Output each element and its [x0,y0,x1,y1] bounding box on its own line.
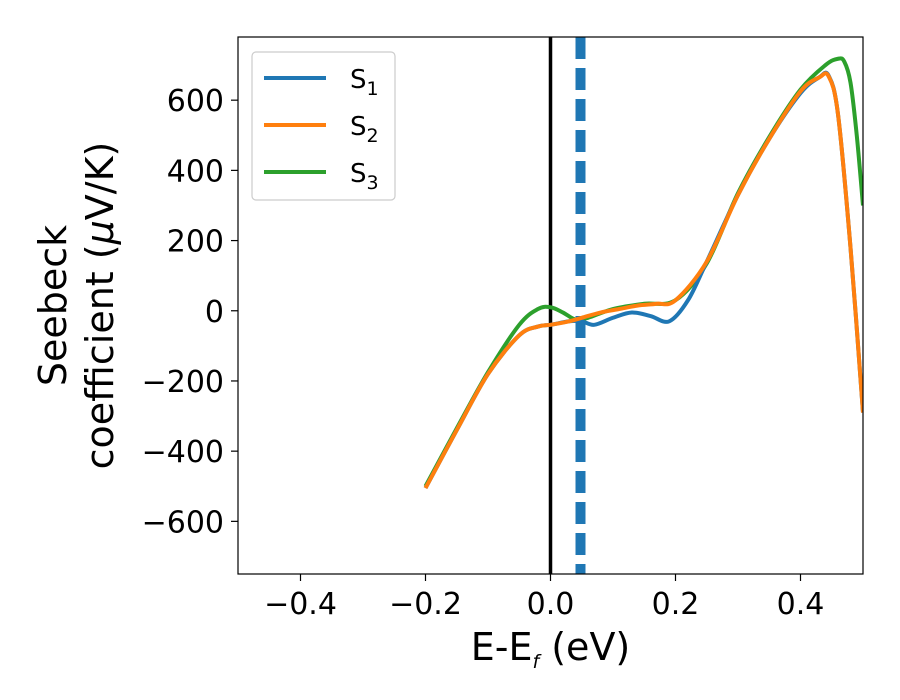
series-line-s2 [423,71,863,489]
y-axis-label-prefix: coefficient ( [78,244,122,469]
x-tick-label: 0.0 [527,587,575,622]
series-lines [423,56,863,489]
legend-label-subscript: 1 [367,78,379,100]
y-tick-label: 0 [205,295,224,330]
x-tick-label: 0.2 [652,587,700,622]
y-axis-label-mu: μ [78,220,122,245]
legend-label-main: S [350,159,367,189]
x-tick-label: −0.2 [389,587,462,622]
y-axis-label-line1: Seebeck [31,225,75,386]
y-tick-label: −600 [142,505,224,540]
legend-label-main: S [350,112,367,142]
reference-lines [548,37,586,574]
legend-label-subscript: 3 [367,172,379,194]
x-axis-ticks: −0.4 −0.2 0.0 0.2 0.4 [264,574,824,622]
y-axis-label-line2: coefficient (μV/K) [78,142,122,470]
y-axis-label: Seebeck coefficient (μV/K) [31,142,122,470]
legend-label-main: S [350,65,367,95]
x-axis-label: E-Ef (eV) [471,625,631,673]
legend-label-s1: S1 [350,65,379,100]
x-tick-label: −0.4 [264,587,337,622]
y-axis-label-unit: V/K) [78,142,122,221]
legend-label-s2: S2 [350,112,379,147]
legend-label-subscript: 2 [367,125,379,147]
x-axis-label-main: E-E [471,625,533,669]
y-tick-label: 200 [167,225,224,260]
series-line-s3 [423,56,863,488]
y-axis-ticks: −600 −400 −200 0 200 400 600 [142,84,238,540]
y-tick-label: −400 [142,435,224,470]
x-tick-label: 0.4 [777,587,825,622]
legend-label-s3: S3 [350,159,379,194]
y-tick-label: 400 [167,154,224,189]
y-tick-label: 600 [167,84,224,119]
x-axis-label-unit: (eV) [539,625,630,669]
series-line-s1 [423,70,863,489]
x-axis-label-sub: f [532,651,542,673]
y-tick-label: −200 [142,365,224,400]
